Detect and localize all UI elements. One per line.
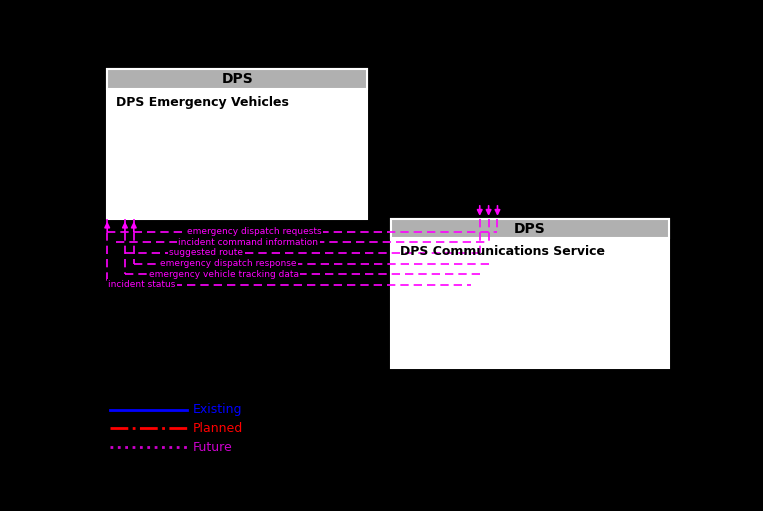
Text: emergency vehicle tracking data: emergency vehicle tracking data [149,270,298,278]
Text: incident status: incident status [108,281,175,289]
Text: DPS Communications Service: DPS Communications Service [400,245,605,259]
Text: emergency dispatch response: emergency dispatch response [160,259,297,268]
Text: incident command information: incident command information [179,238,318,247]
Bar [391,219,669,238]
Text: DPS: DPS [221,72,253,86]
Text: Future: Future [193,441,233,454]
Text: suggested route: suggested route [169,248,243,258]
Text: Existing: Existing [193,403,243,416]
Bar [107,89,368,219]
Text: DPS: DPS [514,222,546,236]
Bar [107,69,368,89]
Text: DPS Emergency Vehicles: DPS Emergency Vehicles [116,96,289,109]
Bar [107,69,368,219]
Bar [391,219,669,368]
Text: emergency dispatch requests: emergency dispatch requests [187,227,322,236]
Bar [391,219,669,238]
Bar [391,238,669,368]
Bar [107,69,368,89]
Text: Planned: Planned [193,422,243,435]
